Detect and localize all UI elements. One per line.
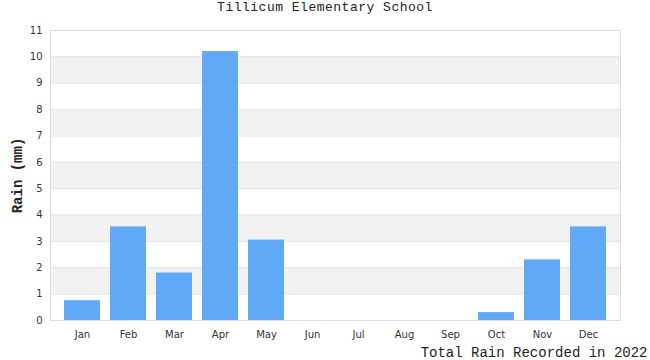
svg-text:Sep: Sep xyxy=(441,329,460,340)
svg-text:Nov: Nov xyxy=(533,329,553,340)
svg-text:0: 0 xyxy=(36,315,42,326)
svg-text:5: 5 xyxy=(36,183,42,194)
svg-text:10: 10 xyxy=(30,51,43,62)
svg-text:Jan: Jan xyxy=(74,329,90,340)
svg-text:Total Rain Recorded in 2022: Total Rain Recorded in 2022 xyxy=(421,345,648,360)
svg-text:11: 11 xyxy=(30,25,43,36)
svg-text:Jul: Jul xyxy=(351,329,364,340)
svg-text:Jun: Jun xyxy=(304,329,321,340)
svg-text:3: 3 xyxy=(36,236,42,247)
svg-text:Mar: Mar xyxy=(165,329,185,340)
svg-text:Feb: Feb xyxy=(120,329,138,340)
svg-text:Dec: Dec xyxy=(579,329,598,340)
svg-text:8: 8 xyxy=(36,104,42,115)
svg-text:1: 1 xyxy=(36,288,42,299)
svg-text:9: 9 xyxy=(36,77,42,88)
svg-text:4: 4 xyxy=(36,209,42,220)
svg-text:May: May xyxy=(256,329,277,340)
svg-text:Oct: Oct xyxy=(488,329,505,340)
svg-text:Aug: Aug xyxy=(395,329,415,340)
svg-text:2: 2 xyxy=(36,262,42,273)
svg-text:Rain (mm): Rain (mm) xyxy=(10,138,26,214)
svg-text:Apr: Apr xyxy=(212,329,230,340)
html-text:Tillicum Elementary School: Tillicum Elementary School xyxy=(217,0,433,15)
svg-text:7: 7 xyxy=(36,130,42,141)
svg-text:6: 6 xyxy=(36,157,42,168)
